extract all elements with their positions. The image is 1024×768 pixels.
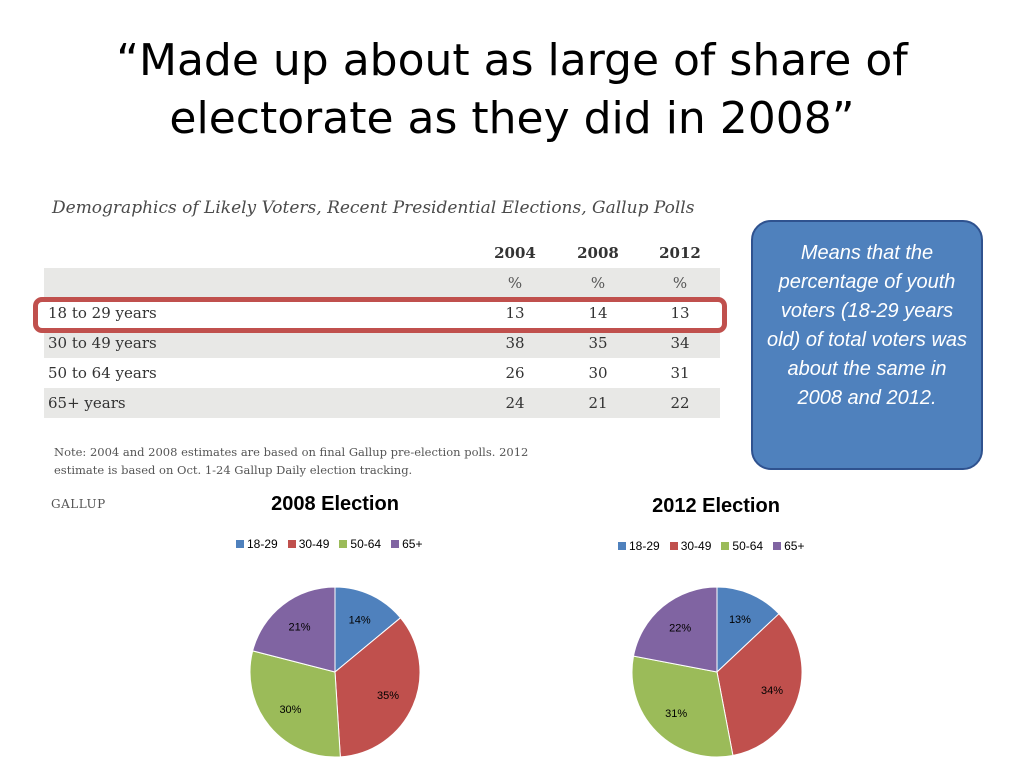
- pie-slice-50-64: [249, 650, 341, 758]
- legend-label: 18-29: [629, 539, 660, 553]
- legend-label: 65+: [784, 539, 805, 553]
- legend-item: 65+: [773, 539, 804, 553]
- table-cell: 34: [640, 328, 720, 358]
- legend-2012: 18-29 30-49 50-64 65+: [618, 539, 804, 553]
- legend-swatch: [391, 540, 400, 548]
- legend-item: 65+: [391, 537, 422, 551]
- table-cell: 31: [670, 364, 690, 382]
- youth-row-highlight: [33, 297, 727, 333]
- legend-item: 30-49: [287, 537, 330, 551]
- gallup-logo: GALLUP: [51, 497, 106, 511]
- year-header: 2008: [577, 244, 619, 262]
- legend-swatch: [236, 540, 244, 548]
- demographics-table: 2004 2008 2012 % % % 18 to 29 years 13 1…: [44, 238, 720, 418]
- legend-item: 18-29: [618, 539, 660, 553]
- legend-label: 50-64: [732, 539, 764, 553]
- unit-blank: [44, 268, 474, 298]
- table-row: 65+ years 24 21 22: [44, 388, 720, 418]
- pie-title-2012: 2012 Election: [652, 495, 780, 517]
- pie-slice-18-29: [334, 586, 402, 674]
- pie-data-label: 34%: [761, 685, 783, 697]
- row-label: 18 to 29 years: [48, 304, 157, 322]
- legend-label: 30-49: [680, 539, 712, 553]
- pie-data-label: 31%: [665, 708, 687, 720]
- legend-swatch: [773, 542, 782, 550]
- table-header-row: 2004 2008 2012: [44, 238, 720, 268]
- table-cell: 30: [588, 364, 608, 382]
- row-label: 65+ years: [44, 388, 474, 418]
- unit-cell: %: [556, 268, 640, 298]
- year-header: 2004: [494, 244, 536, 262]
- table-row: 50 to 64 years 26 30 31: [44, 358, 720, 388]
- legend-label: 30-49: [298, 537, 330, 551]
- pie-slice-65+: [252, 586, 336, 673]
- slide-title: “Made up about as large of share of elec…: [116, 35, 908, 144]
- table-cell: 14: [588, 304, 608, 322]
- pie-title-2008: 2008 Election: [271, 493, 399, 515]
- pie-data-label: 21%: [289, 621, 311, 633]
- legend-swatch: [287, 540, 296, 548]
- legend-item: 18-29: [236, 537, 278, 551]
- table-row: 30 to 49 years 38 35 34: [44, 328, 720, 358]
- legend-swatch: [339, 540, 348, 548]
- pie-data-label: 14%: [349, 615, 371, 627]
- unit-cell: %: [640, 268, 720, 298]
- table-cell: 38: [474, 328, 556, 358]
- table-cell: 24: [474, 388, 556, 418]
- legend-label: 50-64: [350, 537, 382, 551]
- table-note: Note: 2004 and 2008 estimates are based …: [54, 445, 529, 477]
- callout-box: Means that the percentage of youth voter…: [751, 220, 983, 470]
- pie-data-label: 22%: [669, 622, 691, 634]
- table-cell: 13: [505, 304, 525, 322]
- pie-slice-65+: [632, 586, 718, 673]
- pie-slice-18-29: [716, 586, 780, 674]
- legend-swatch: [669, 542, 678, 550]
- table-cell: 22: [640, 388, 720, 418]
- pie-slice-30-49: [716, 613, 803, 757]
- row-label: 30 to 49 years: [44, 328, 474, 358]
- table-cell: 21: [556, 388, 640, 418]
- pie-data-label: 30%: [279, 704, 301, 716]
- table-cell: 35: [556, 328, 640, 358]
- pie-chart-2012: 13% 34% 31% 22%: [631, 586, 803, 758]
- legend-item: 30-49: [669, 539, 712, 553]
- legend-2008: 18-29 30-49 50-64 65+: [236, 537, 422, 551]
- row-label: 50 to 64 years: [48, 364, 157, 382]
- legend-swatch: [618, 542, 626, 550]
- unit-cell: %: [474, 268, 556, 298]
- pie-slice-50-64: [631, 655, 734, 758]
- header-blank: [44, 238, 474, 268]
- legend-label: 65+: [402, 537, 423, 551]
- legend-label: 18-29: [247, 537, 278, 551]
- pie-data-label: 35%: [377, 690, 399, 702]
- table-title: Demographics of Likely Voters, Recent Pr…: [52, 198, 695, 218]
- year-header: 2012: [659, 244, 701, 262]
- pie-chart-2008: 14% 35% 30% 21%: [249, 586, 421, 758]
- legend-item: 50-64: [721, 539, 763, 553]
- legend-swatch: [721, 542, 730, 550]
- unit-row: % % %: [44, 268, 720, 298]
- table-row: 18 to 29 years 13 14 13: [44, 298, 720, 328]
- table-cell: 13: [670, 304, 690, 322]
- pie-slice-30-49: [334, 617, 421, 758]
- table-cell: 26: [505, 364, 525, 382]
- pie-data-label: 13%: [729, 614, 751, 626]
- legend-item: 50-64: [339, 537, 381, 551]
